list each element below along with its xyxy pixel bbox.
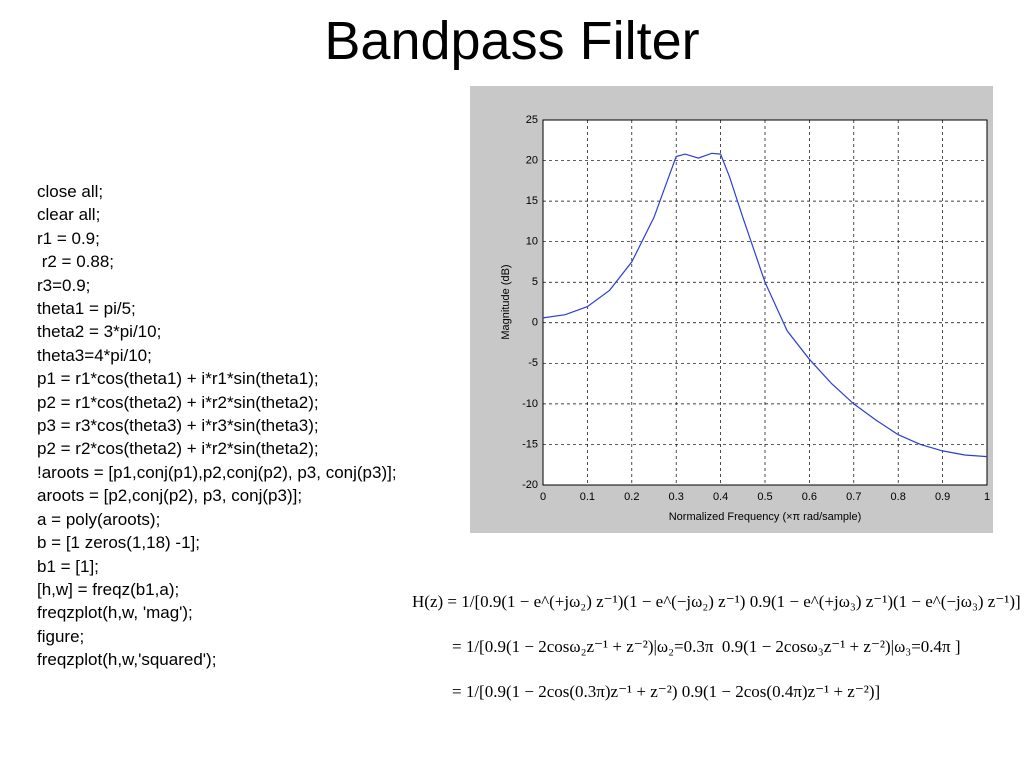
equations: H(z) = 1/[0.9(1 − e^(+jω₂) z⁻¹)(1 − e^(−… [412, 592, 1021, 727]
x-tick-label: 1 [984, 491, 990, 503]
x-tick-label: 0.6 [802, 491, 817, 503]
y-tick-label: 5 [532, 276, 538, 288]
equation-line: = 1/[0.9(1 − 2cos(0.3π)z⁻¹ + z⁻²) 0.9(1 … [452, 682, 881, 701]
y-tick-label: -15 [522, 438, 538, 450]
code-line: r3=0.9; [37, 275, 91, 295]
code-line: a = poly(aroots); [37, 509, 161, 529]
x-tick-label: 0 [540, 491, 546, 503]
code-line: [h,w] = freqz(b1,a); [37, 579, 180, 599]
y-axis-label: Magnitude (dB) [500, 264, 512, 339]
equation-line: H(z) = 1/[0.9(1 − e^(+jω₂) z⁻¹)(1 − e^(−… [412, 592, 1021, 611]
x-tick-label: 0.3 [669, 491, 684, 503]
x-tick-label: 0.8 [891, 491, 906, 503]
y-tick-label: 0 [532, 317, 538, 329]
x-tick-label: 0.5 [757, 491, 772, 503]
code-line: p2 = r2*cos(theta2) + i*r2*sin(theta2); [37, 439, 319, 459]
slide-title: Bandpass Filter [324, 11, 700, 71]
code-line: b1 = [1]; [37, 556, 99, 576]
x-tick-label: 0.7 [846, 491, 861, 503]
equation-line: = 1/[0.9(1 − 2cosω₂z⁻¹ + z⁻²)|ω₂=0.3π 0.… [452, 637, 961, 656]
y-tick-label: 15 [526, 195, 538, 207]
code-line: aroots = [p2,conj(p2), p3, conj(p3)]; [37, 486, 303, 506]
code-line: figure; [37, 626, 85, 646]
y-tick-label: 25 [526, 114, 538, 126]
code-line: theta1 = pi/5; [37, 299, 136, 319]
y-tick-label: -10 [522, 398, 538, 410]
y-tick-label: -20 [522, 479, 538, 491]
code-line: theta3=4*pi/10; [37, 345, 152, 365]
y-tick-label: 20 [526, 154, 538, 166]
x-axis-label: Normalized Frequency (×π rad/sample) [669, 511, 862, 523]
code-line: r1 = 0.9; [37, 228, 100, 248]
x-tick-label: 0.9 [935, 491, 950, 503]
code-block: close all; clear all; r1 = 0.9; r2 = 0.88;… [37, 180, 397, 672]
code-line: p2 = r1*cos(theta2) + i*r2*sin(theta2); [37, 392, 319, 412]
code-line: p3 = r3*cos(theta3) + i*r3*sin(theta3); [37, 416, 319, 436]
code-line: freqzplot(h,w,'squared'); [37, 650, 217, 670]
code-line: b = [1 zeros(1,18) -1]; [37, 533, 200, 553]
code-line: !aroots = [p1,conj(p1),p2,conj(p2), p3, … [37, 462, 397, 482]
code-line: r2 = 0.88; [37, 252, 115, 272]
code-line: p1 = r1*cos(theta1) + i*r1*sin(theta1); [37, 369, 319, 389]
code-line: freqzplot(h,w, 'mag'); [37, 603, 193, 623]
x-tick-label: 0.4 [713, 491, 728, 503]
plot-frame [542, 119, 988, 486]
x-tick-label: 0.1 [580, 491, 595, 503]
code-line: clear all; [37, 205, 101, 225]
code-line: theta2 = 3*pi/10; [37, 322, 162, 342]
y-tick-label: -5 [528, 357, 538, 369]
magnitude-line [542, 152, 988, 458]
x-tick-label: 0.2 [624, 491, 639, 503]
code-line: close all; [37, 182, 104, 201]
y-tick-label: 10 [526, 236, 538, 248]
